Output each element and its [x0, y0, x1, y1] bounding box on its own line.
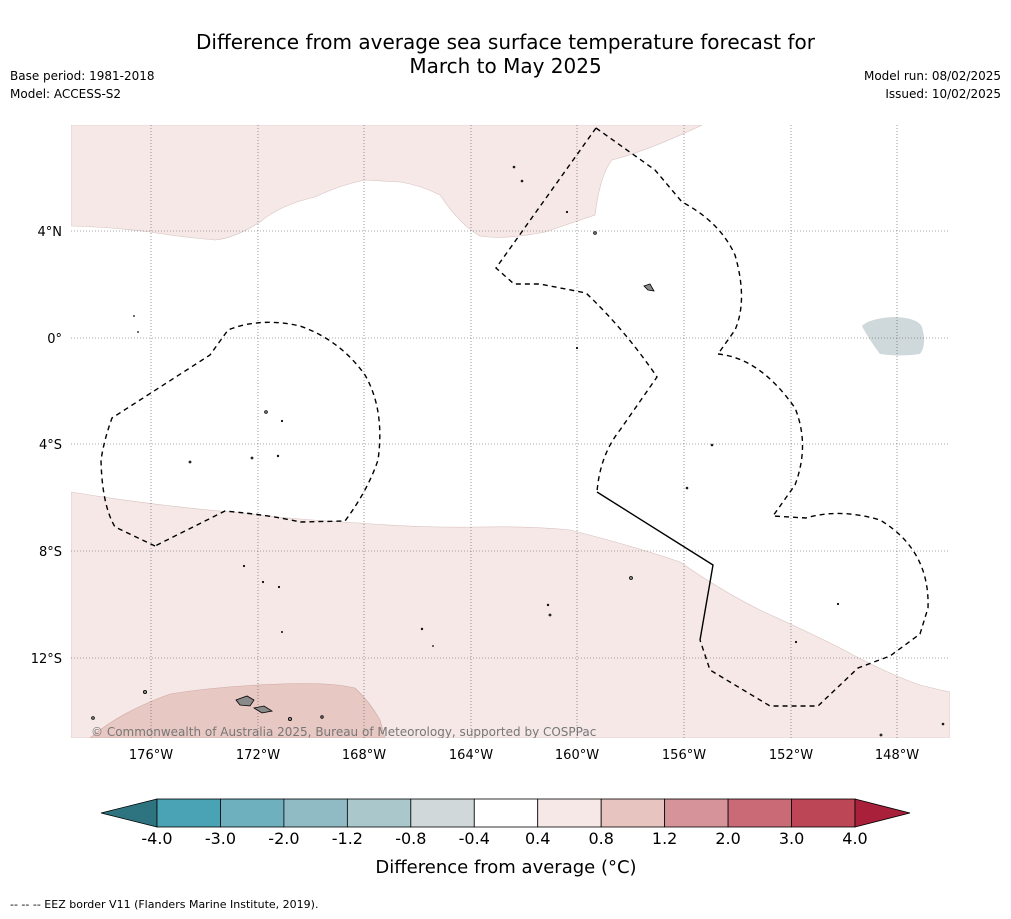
- model-name: Model: ACCESS-S2: [10, 87, 122, 101]
- colorbar-tick-label: -3.0: [205, 829, 236, 848]
- title-line-1: Difference from average sea surface temp…: [195, 30, 815, 54]
- lon-label: 156°W: [662, 748, 706, 763]
- lon-label: 160°W: [555, 748, 599, 763]
- island-kiritimati: [643, 283, 655, 292]
- colorbar-segment: [283, 798, 348, 828]
- longitude-labels: 176°W 172°W 168°W 164°W 160°W 156°W 152°…: [129, 748, 919, 763]
- island-samoa-large: [235, 695, 255, 707]
- colorbar-tick-label: 4.0: [842, 829, 867, 848]
- colorbar-segment: [600, 798, 666, 828]
- colorbar-tick-label: 0.8: [588, 829, 613, 848]
- colorbar-tick-label: 0.4: [525, 829, 550, 848]
- map-area: © Commonwealth of Australia 2025, Bureau…: [71, 125, 950, 739]
- anomaly-region-north: [71, 125, 703, 241]
- lon-label: 164°W: [449, 748, 493, 763]
- model-run: Model run: 08/02/2025: [863, 69, 1001, 83]
- issued-date: Issued: 10/02/2025: [885, 87, 1001, 101]
- colorbar-tick-label: -0.4: [459, 829, 490, 848]
- meta-right: Model run: 08/02/2025 Issued: 10/02/2025: [864, 67, 1001, 103]
- lat-label: 4°S: [39, 438, 62, 453]
- colorbar-segment: [537, 798, 602, 828]
- eez-borders: [100, 127, 929, 707]
- lon-label: 172°W: [236, 748, 280, 763]
- colorbar-tick-label: 3.0: [779, 829, 804, 848]
- maritime-boundary: [596, 491, 714, 641]
- lat-label: 0°: [47, 332, 62, 347]
- colorbar-tick-label: 1.2: [652, 829, 677, 848]
- lon-label: 148°W: [875, 748, 919, 763]
- colorbar-segment: [473, 798, 539, 828]
- map-title: Difference from average sea surface temp…: [0, 30, 1011, 78]
- eez-border-west: [100, 321, 381, 547]
- colorbar-extension-high: [854, 798, 911, 828]
- colorbar-tick-label: 2.0: [715, 829, 740, 848]
- colorbar-label: Difference from average (°C): [375, 857, 636, 878]
- lat-label: 8°S: [39, 545, 62, 560]
- colorbar-tick-label: -4.0: [141, 829, 172, 848]
- eez-border-central: [595, 127, 743, 355]
- lon-label: 176°W: [129, 748, 173, 763]
- colorbar-segment: [410, 798, 475, 828]
- colorbar-extension-low: [100, 798, 158, 828]
- anomaly-region-southwest: [89, 683, 386, 738]
- base-period: Base period: 1981-2018: [10, 69, 155, 83]
- gridlines: [71, 125, 950, 738]
- copyright-text: © Commonwealth of Australia 2025, Bureau…: [91, 725, 596, 739]
- anomaly-region-cool: [862, 317, 925, 356]
- colorbar-ticks: -4.0 -3.0 -2.0 -1.2 -0.8 -0.4 0.4 0.8 1.2 2.0 3.0 4…: [141, 829, 867, 848]
- island-samoa-small: [252, 705, 274, 714]
- colorbar-segment: [220, 798, 285, 828]
- colorbar-tick-label: -2.0: [268, 829, 299, 848]
- colorbar-segment: [156, 798, 221, 828]
- lat-label: 4°N: [38, 225, 63, 240]
- colorbar: [100, 798, 911, 828]
- colorbar-segment: [664, 798, 729, 828]
- colorbar-tick-label: -0.8: [395, 829, 426, 848]
- lon-label: 168°W: [342, 748, 386, 763]
- eez-border-central-west: [495, 127, 658, 493]
- colorbar-segment: [346, 798, 412, 828]
- title-line-2: March to May 2025: [409, 54, 602, 78]
- latitude-labels: 4°N 0° 4°S 8°S 12°S: [31, 225, 62, 667]
- lat-label: 12°S: [31, 652, 62, 667]
- colorbar-segment: [791, 798, 856, 828]
- colorbar-tick-label: -1.2: [332, 829, 363, 848]
- islands: [91, 165, 945, 737]
- lon-label: 152°W: [769, 748, 813, 763]
- footnote: -- -- -- EEZ border V11 (Flanders Marine…: [10, 898, 319, 911]
- meta-left: Base period: 1981-2018 Model: ACCESS-S2: [10, 67, 155, 103]
- colorbar-segment: [727, 798, 792, 828]
